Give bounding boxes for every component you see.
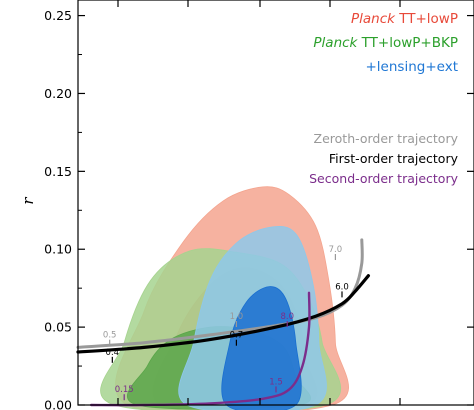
legend-entry-text: +lensing+ext: [366, 59, 459, 75]
annotation-label: 6.0: [335, 282, 349, 292]
legend-entry-italic: Planck: [313, 35, 358, 51]
legend-entry: +lensing+ext: [366, 59, 459, 75]
region-lensing-ext-68: [221, 286, 302, 410]
annotation-label: 1.0: [230, 312, 244, 322]
confidence-regions: [100, 186, 349, 410]
annotation-label: 0.4: [106, 348, 120, 358]
line-first-order-trajectory: [76, 274, 370, 354]
legend-entry: Planck TT+lowP+BKP: [313, 35, 458, 51]
annotation-label: 8.0: [280, 312, 294, 322]
annotation-label: 0.7: [230, 331, 244, 341]
y-axis-ticks: 0.00 0.05 0.10 0.15 0.20 0.25: [44, 0, 474, 410]
annotation-label: 1.5: [269, 377, 283, 387]
y-tick-label: 0.05: [44, 320, 72, 335]
trajectory-legend: Zeroth-order trajectory First-order traje…: [309, 131, 458, 186]
annotation-label: 0.15: [115, 385, 134, 395]
legend-entry-italic: Planck: [351, 11, 396, 27]
y-tick-label: 0.00: [44, 398, 72, 410]
plot-frame: [77, 0, 474, 406]
legend-zeroth-order-trajectory: Zeroth-order trajectory: [314, 131, 459, 146]
y-tick-label: 0.15: [44, 164, 72, 179]
trajectory-annotations: 0.5 0.4 1.0 0.7 0.15 1.5 8.0 7.0 6.0: [103, 245, 349, 401]
annotation-label: 0.5: [103, 331, 117, 341]
y-axis-label: r: [19, 197, 37, 205]
y-tick-label: 0.20: [44, 86, 72, 101]
legend-first-order-trajectory: First-order trajectory: [329, 151, 459, 166]
legend-entry-text: TT+lowP+BKP: [357, 35, 458, 51]
y-tick-label: 0.10: [44, 242, 72, 257]
legend-entry-text: TT+lowP: [395, 11, 458, 27]
y-tick-label: 0.25: [44, 8, 72, 23]
legend-second-order-trajectory: Second-order trajectory: [309, 171, 458, 186]
legend-entry: Planck TT+lowP: [351, 11, 458, 27]
annotation-label: 7.0: [329, 245, 343, 255]
